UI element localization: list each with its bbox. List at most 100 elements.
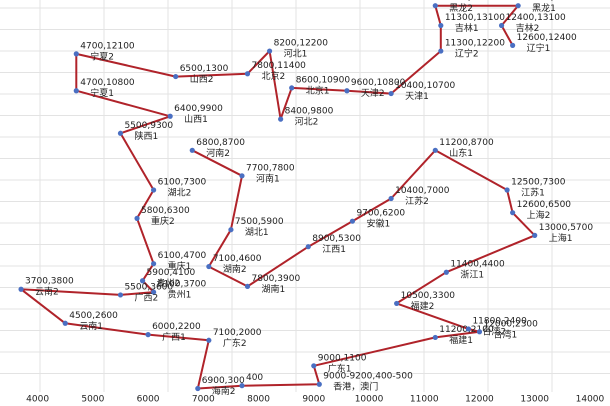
point-coord-label: 12600,12400 [517, 33, 577, 43]
point-name-label: 河北2 [295, 116, 319, 128]
point-name-label: 北京2 [262, 70, 286, 82]
point-name-label: 山东1 [449, 147, 473, 159]
point-coord-label: 5500,9300 [124, 121, 173, 131]
point [134, 215, 140, 221]
point-name-label: 广东1 [328, 362, 352, 374]
point-name-label: 香港，澳门 [333, 381, 378, 393]
point-name-label: 浙江1 [460, 269, 484, 281]
point-name-label: 黑龙2 [449, 2, 473, 14]
point-coord-label: 7100,4600 [213, 254, 262, 264]
point [167, 113, 173, 119]
point-name-label: 贵州1 [168, 289, 192, 301]
point-name-label: 天津2 [361, 88, 385, 99]
x-tick-label: 10000 [355, 395, 384, 405]
point-coord-label: 11300,13100 [445, 13, 505, 23]
point [432, 334, 438, 341]
point [311, 363, 317, 369]
point [432, 147, 438, 153]
point [344, 88, 350, 94]
point-coord-label: 5900,4100 [147, 268, 196, 278]
point [18, 286, 24, 292]
point-name-label: 陕西1 [134, 130, 158, 142]
point-coord-label: 4700,10800 [80, 78, 135, 88]
point-coord-label: 6900,300 [202, 376, 245, 386]
point [394, 300, 400, 307]
point-name-label: 宁夏2 [90, 50, 114, 62]
point [289, 85, 295, 91]
point [239, 173, 245, 179]
point-coord-label: 9700,6200 [356, 209, 405, 219]
point-name-label: 贵州2 [157, 277, 181, 289]
point [151, 261, 157, 267]
point-coord-label: 9000,1100 [318, 353, 367, 363]
point [117, 130, 124, 136]
point [438, 48, 444, 54]
point [465, 326, 472, 332]
point [388, 90, 394, 97]
point-name-label: 湖南1 [262, 283, 286, 295]
point-name-label: 山西2 [190, 74, 214, 85]
point-name-label: 辽宁2 [455, 48, 479, 60]
point-name-label: 河南2 [206, 147, 230, 159]
point-name-label: 福建2 [411, 300, 435, 312]
point-coord-label: 12000,2300 [483, 319, 538, 329]
point-name-label: 广东2 [223, 337, 247, 349]
point [139, 278, 146, 284]
point-coord-label: 7700,7800 [246, 163, 295, 173]
point [305, 244, 311, 250]
point-name-label: 云南2 [35, 286, 59, 298]
point-coord-label: 6100,7300 [158, 177, 207, 187]
point-coord-label: 12700,13800 [522, 0, 582, 3]
point-name-label: 江苏2 [405, 195, 429, 207]
point [244, 283, 251, 290]
point [476, 329, 483, 335]
x-tick-label: 5000 [81, 395, 104, 405]
point [189, 147, 195, 153]
point [510, 210, 516, 216]
point-coord-label: 12600,6500 [517, 200, 572, 210]
point-coord-label: 7100,2000 [213, 328, 262, 338]
point-coord-label: 7800,11400 [252, 61, 307, 71]
point-name-label: 湖南2 [223, 263, 247, 275]
point-coord-label: 8200,12200 [274, 39, 329, 49]
point-coord-label: 7800,3900 [252, 274, 301, 284]
point [73, 51, 79, 57]
point-coord-label: 4500,2600 [69, 311, 118, 321]
point-coord-label: 13000,5700 [539, 223, 594, 233]
point-name-label: 黑龙1 [532, 2, 556, 14]
point-coord-label: 400 [246, 373, 263, 383]
point-coord-label: 10400,10700 [395, 81, 455, 91]
point [173, 73, 179, 80]
point-name-label: 湖北1 [245, 227, 269, 238]
point-name-label: 台湾2 [482, 325, 506, 337]
point [151, 187, 157, 193]
point [73, 88, 79, 94]
point-name-label: 北京1 [306, 84, 330, 96]
point-name-label: 广西2 [134, 291, 158, 303]
point-name-label: 海南2 [212, 385, 236, 397]
x-tick-label: 8000 [247, 395, 270, 405]
point-coord-label: 12500,7300 [511, 177, 566, 187]
point-coord-label: 11200,8700 [439, 138, 494, 148]
point-coord-label: 6100,3700 [158, 280, 207, 290]
point [443, 269, 449, 275]
point-coord-label: 6100,4700 [158, 251, 207, 261]
point [532, 232, 538, 238]
point-coord-label: 6400,9900 [174, 104, 223, 114]
point [195, 385, 201, 392]
point [62, 320, 68, 326]
point-name-label: 辽宁1 [527, 42, 551, 54]
point-coord-label: 9000-9200,400-500 [323, 372, 413, 382]
point [239, 383, 245, 389]
point [388, 195, 394, 202]
point-coord-label: 11400,4400 [450, 260, 505, 270]
point-coord-label: 10400,7000 [395, 186, 450, 196]
point [438, 22, 444, 29]
point-coord-label: 12400,13100 [506, 13, 566, 23]
point-name-label: 广西1 [162, 331, 186, 343]
point-coord-label: 9600,10800 [351, 78, 406, 88]
x-tick-label: 12000 [465, 395, 494, 405]
point-name-label: 上海2 [527, 209, 551, 221]
point-coord-label: 4700,12100 [80, 41, 135, 51]
